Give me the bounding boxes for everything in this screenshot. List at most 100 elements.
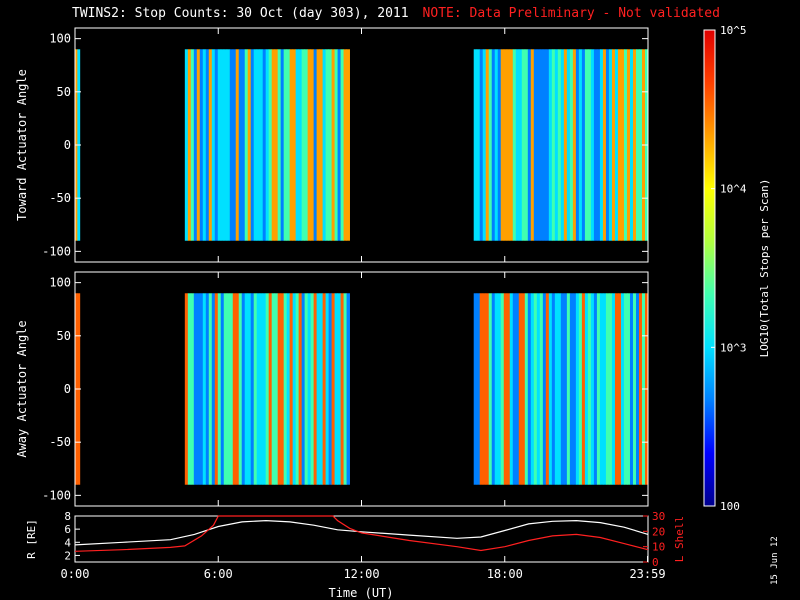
heatmap-cell	[629, 49, 634, 241]
heatmap-cell	[587, 49, 592, 241]
heatmap-cell	[202, 293, 207, 485]
heatmap-cell	[322, 49, 327, 241]
heatmap-cell	[253, 49, 258, 241]
heatmap-cell	[539, 49, 544, 241]
heatmap-cell	[518, 49, 523, 241]
heatmap-cell	[274, 293, 279, 485]
heatmap-cell	[479, 49, 484, 241]
y-tick-label: 100	[49, 276, 71, 290]
heatmap-cell	[256, 49, 261, 241]
heatmap-cell	[590, 49, 595, 241]
heatmap-cell	[325, 293, 329, 485]
heatmap-cell	[259, 293, 264, 485]
heatmap-cell	[220, 293, 225, 485]
heatmap-cell	[557, 49, 562, 241]
heatmap-cell	[277, 293, 282, 485]
colorbar-frame	[703, 29, 716, 507]
heatmap-cell	[190, 293, 195, 485]
heatmap-cell	[280, 49, 285, 241]
heatmap-cell	[515, 293, 520, 485]
heatmap-cell	[572, 293, 577, 485]
heatmap-cell	[292, 293, 297, 485]
heatmap-cell	[494, 293, 499, 485]
heatmap-cell	[578, 293, 583, 485]
heatmap-cell	[542, 49, 547, 241]
y-tick-label: -50	[49, 191, 71, 205]
heatmap-cell	[482, 293, 487, 485]
heatmap-cell	[635, 293, 640, 485]
heatmap-cell	[584, 293, 589, 485]
heatmap-cell	[211, 293, 216, 485]
heatmap-cell	[346, 293, 350, 485]
heatmap-cell	[632, 49, 637, 241]
heatmap-cell	[560, 49, 565, 241]
heatmap-cell	[304, 293, 309, 485]
y-tick-label-right: 10	[652, 541, 665, 554]
heatmap-cell	[289, 49, 294, 241]
heatmap-cell	[638, 293, 643, 485]
heatmap-cell	[247, 49, 252, 241]
heatmap-cell	[238, 293, 243, 485]
heatmap-cell	[301, 293, 306, 485]
heatmap-cell	[340, 49, 344, 241]
heatmap-cell	[229, 293, 234, 485]
heatmap-cell	[497, 293, 502, 485]
heatmap-cell	[226, 293, 231, 485]
colorbar-ticks: 10^5 10^4 10^3 100	[711, 24, 747, 513]
y-tick-label: -100	[42, 244, 71, 258]
heatmap-cell	[533, 49, 538, 241]
y-tick-label-right: 0	[652, 556, 659, 569]
heatmap-cell	[554, 49, 559, 241]
heatmap-cell	[199, 293, 204, 485]
y-tick-label-right: 20	[652, 525, 665, 538]
x-tick-label: 18:00	[487, 567, 523, 581]
y-tick-label: 0	[64, 382, 71, 396]
heatmap-cell	[521, 293, 526, 485]
heatmap-cell	[193, 293, 198, 485]
heatmap-cell	[193, 49, 198, 241]
heatmap-cell	[602, 49, 607, 241]
heatmap-cell	[280, 293, 285, 485]
title-main: TWINS2: Stop Counts: 30 Oct (day 303), 2…	[72, 6, 409, 21]
heatmap-cell	[608, 293, 613, 485]
heatmap-cell	[283, 49, 288, 241]
heatmap-cell	[295, 49, 300, 241]
heatmap-cell	[253, 293, 258, 485]
y-tick-label: 50	[57, 85, 71, 99]
heatmap-cell	[548, 49, 553, 241]
away-y-ticks: 100 50 0 -50 -100	[42, 272, 649, 506]
heatmap-cell	[187, 49, 192, 241]
heatmap-cell	[536, 49, 541, 241]
heatmap-cell	[316, 293, 321, 485]
heatmap-cell	[554, 293, 559, 485]
heatmap-cell	[581, 49, 586, 241]
heatmap-cell	[262, 49, 267, 241]
heatmap-cell	[286, 49, 291, 241]
heatmap-cell	[208, 49, 213, 241]
heatmap-cell	[328, 49, 332, 241]
title-note: NOTE: Data Preliminary - Not validated	[422, 6, 720, 21]
heatmap-cell	[328, 293, 332, 485]
y-tick-label: 50	[57, 329, 71, 343]
heatmap-cell	[473, 293, 478, 485]
y-tick-label: -100	[42, 488, 71, 502]
heatmap-cell	[587, 293, 592, 485]
heatmap-cell	[190, 49, 195, 241]
heatmap-cell	[241, 49, 246, 241]
heatmap-cell	[337, 49, 341, 241]
heatmap-cell	[476, 293, 481, 485]
heatmap-cell	[298, 293, 303, 485]
heatmap-cell	[635, 49, 640, 241]
heatmap-cell	[503, 293, 508, 485]
heatmap-cell	[596, 293, 601, 485]
colorbar-tick-label: 10^5	[720, 24, 747, 37]
heatmap-cell	[340, 293, 344, 485]
heatmap-cell	[620, 293, 625, 485]
toward-panel: 100 50 0 -50 -100 Toward Actuator Angle	[15, 27, 649, 263]
heatmap-cell	[244, 49, 249, 241]
toward-heatmap	[75, 49, 649, 241]
heatmap-cell	[572, 49, 577, 241]
heatmap-cell	[605, 293, 610, 485]
heatmap-cell	[602, 293, 607, 485]
